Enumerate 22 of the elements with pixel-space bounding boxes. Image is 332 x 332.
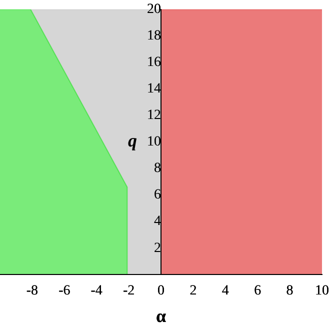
x-tick-label: 2 (190, 284, 197, 299)
y-tick-label: 12 (147, 108, 161, 124)
y-tick-label: 18 (147, 28, 161, 44)
x-tick-label: 6 (254, 284, 262, 299)
y-tick-label: 10 (147, 134, 161, 150)
x-tick-label: 10 (315, 284, 329, 299)
y-tick-label: 6 (154, 188, 161, 203)
x-axis-title: α (156, 306, 166, 326)
x-tick-label: 4 (222, 284, 229, 299)
x-tick-label: 0 (158, 284, 164, 299)
y-axis-title: q (128, 130, 137, 151)
y-tick-label: 8 (154, 161, 161, 176)
x-tick-label: -6 (58, 284, 70, 299)
x-tick-label: -4 (90, 284, 102, 299)
y-tick-label: 14 (147, 82, 161, 97)
y-tick-label: 4 (154, 214, 161, 230)
x-tick-label: 8 (286, 284, 294, 299)
y-tick-label: 16 (147, 55, 161, 70)
x-tick-label: -2 (122, 284, 135, 299)
y-tick-label: 2 (154, 240, 161, 256)
y-tick-label: 20 (147, 2, 161, 18)
x-tick-label: -8 (26, 284, 38, 299)
